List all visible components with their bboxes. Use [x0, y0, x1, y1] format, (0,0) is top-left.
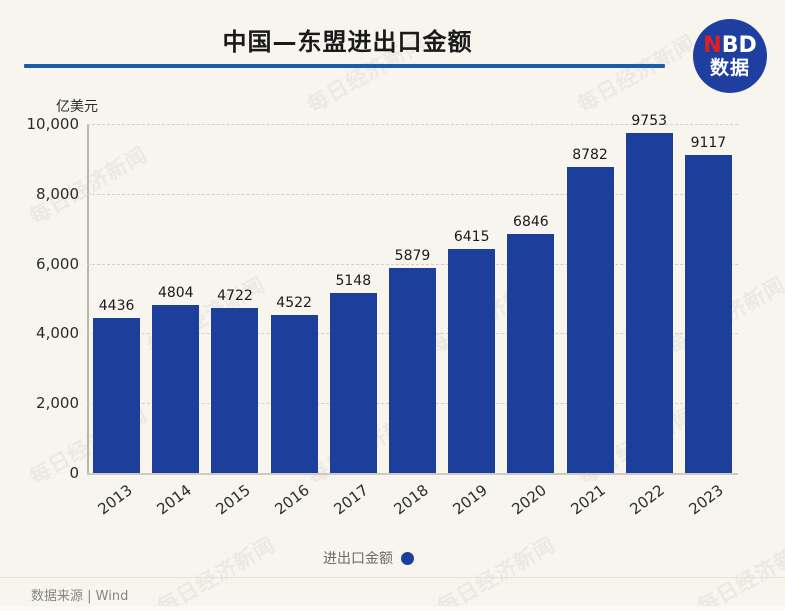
- legend-marker-icon: [401, 551, 414, 565]
- y-axis-tick-label: 0: [69, 464, 79, 482]
- bar-2020[interactable]: [507, 234, 555, 473]
- bar-2019[interactable]: [448, 249, 496, 473]
- x-axis-line: [87, 473, 738, 475]
- logo-letters-bd: BD: [721, 32, 757, 58]
- bar-2015[interactable]: [211, 308, 259, 473]
- gridline: [87, 263, 738, 265]
- x-axis-tick-label-2018: 2018: [390, 481, 432, 519]
- bar-value-label-2015: 4722: [217, 288, 253, 305]
- y-axis-tick-label: 8,000: [36, 184, 79, 203]
- x-axis-tick-label-2021: 2021: [567, 481, 609, 519]
- legend-label: 进出口金额: [323, 551, 393, 567]
- x-axis-tick-label-2015: 2015: [212, 481, 254, 519]
- bar-value-label-2021: 8782: [572, 146, 608, 163]
- logo-letter-n: N: [703, 32, 722, 58]
- bar-2014[interactable]: [152, 305, 200, 473]
- bar-value-label-2014: 4804: [157, 285, 194, 302]
- bar-value-label-2017: 5148: [335, 273, 372, 290]
- bar-2017[interactable]: [329, 293, 377, 473]
- bar-value-label-2023: 9117: [690, 134, 727, 151]
- bar-2018[interactable]: [389, 267, 436, 473]
- title-divider: [24, 64, 665, 68]
- bar-2016[interactable]: [270, 315, 318, 473]
- footer-divider: [0, 577, 785, 578]
- x-axis-tick-label-2014: 2014: [153, 481, 195, 519]
- logo-subtitle: 数据: [709, 56, 750, 79]
- y-axis-tick-label: 4,000: [36, 324, 79, 343]
- y-axis-line: [87, 124, 89, 474]
- x-axis-tick-label-2020: 2020: [508, 481, 550, 519]
- bar-value-label-2019: 6415: [453, 229, 490, 246]
- x-axis-tick-label-2022: 2022: [626, 481, 669, 519]
- x-axis-tick-label-2017: 2017: [330, 481, 373, 519]
- data-source-label: 数据来源 | Wind: [31, 589, 129, 604]
- bar-2021[interactable]: [566, 166, 614, 473]
- page-title: 中国—东盟进出口金额: [222, 28, 473, 56]
- bar-2013[interactable]: [93, 318, 141, 473]
- bottom-band: [0, 606, 785, 611]
- y-axis-unit-label: 亿美元: [56, 99, 98, 115]
- gridline: [87, 124, 738, 125]
- bar-value-label-2013: 4436: [98, 298, 135, 315]
- x-axis-tick-label-2016: 2016: [271, 481, 313, 519]
- bar-value-label-2016: 4522: [276, 295, 312, 312]
- nbd-logo: NBD 数据: [693, 19, 767, 93]
- logo-nbd-text: NBD: [703, 32, 757, 58]
- x-axis-tick-label-2013: 2013: [94, 481, 136, 519]
- bar-value-label-2018: 5879: [394, 247, 431, 264]
- y-axis-tick-label: 10,000: [26, 115, 80, 133]
- chart-header: 中国—东盟进出口金额: [0, 0, 785, 80]
- bar-value-label-2020: 6846: [513, 214, 549, 231]
- chart-legend[interactable]: 进出口金额: [0, 548, 737, 568]
- bar-value-label-2022: 9753: [631, 112, 668, 129]
- bar-2023[interactable]: [684, 154, 732, 473]
- y-axis-tick-label: 2,000: [36, 394, 79, 413]
- x-axis-tick-label-2019: 2019: [449, 481, 491, 519]
- y-axis-tick-label: 6,000: [36, 254, 79, 273]
- bar-2022[interactable]: [625, 132, 673, 473]
- x-axis-tick-label-2023: 2023: [685, 481, 728, 519]
- gridline: [87, 193, 738, 195]
